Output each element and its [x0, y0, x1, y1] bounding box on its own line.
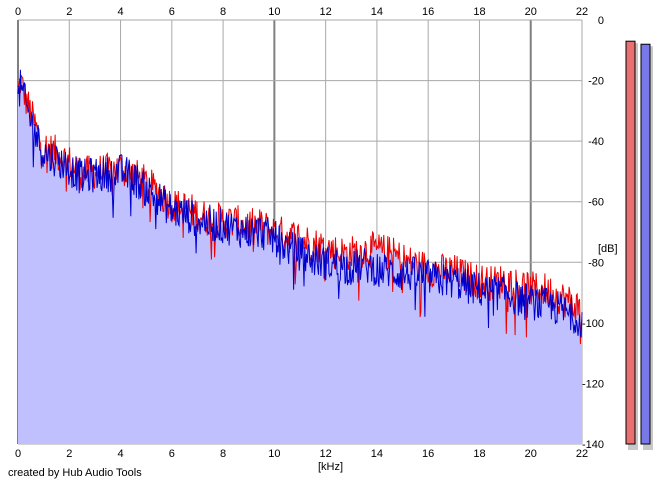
x-tick-label-top: 6: [169, 6, 175, 18]
level-meter-left: [625, 40, 636, 445]
x-tick-label-top: 20: [525, 6, 537, 18]
y-tick-label: -20: [588, 76, 604, 88]
tick-labels: 002244668810101212141416161818202022220-…: [15, 6, 604, 460]
level-meters: [625, 40, 653, 450]
x-tick-label-top: 2: [66, 6, 72, 18]
x-tick-label-top: 0: [15, 6, 21, 18]
level-meter-right: [640, 43, 651, 445]
x-tick-label-bottom: 8: [220, 448, 226, 460]
y-tick-label: -140: [582, 439, 604, 451]
y-tick-label: -40: [588, 136, 604, 148]
spectrum-series-line: [17, 69, 583, 338]
x-tick-label-bottom: 2: [66, 448, 72, 460]
x-tick-label-top: 10: [268, 6, 280, 18]
x-tick-label-bottom: 14: [371, 448, 383, 460]
y-tick-label: -100: [582, 318, 604, 330]
y-tick-label: -120: [582, 378, 604, 390]
x-axis-label: [kHz]: [318, 461, 343, 473]
x-tick-label-bottom: 0: [15, 448, 21, 460]
x-tick-label-bottom: 4: [117, 448, 123, 460]
x-tick-label-bottom: 16: [422, 448, 434, 460]
x-tick-label-bottom: 22: [576, 448, 588, 460]
x-tick-label-top: 8: [220, 6, 226, 18]
series-layer: [17, 69, 583, 345]
x-tick-label-top: 12: [320, 6, 332, 18]
x-tick-label-top: 22: [576, 6, 588, 18]
y-tick-label: -60: [588, 197, 604, 209]
y-tick-label: 0: [598, 15, 604, 27]
x-tick-label-top: 14: [371, 6, 383, 18]
x-tick-label-bottom: 10: [268, 448, 280, 460]
x-tick-label-bottom: 20: [525, 448, 537, 460]
y-tick-label: -80: [588, 257, 604, 269]
x-tick-label-bottom: 12: [320, 448, 332, 460]
credit-text: created by Hub Audio Tools: [8, 467, 142, 479]
x-tick-label-bottom: 6: [169, 448, 175, 460]
x-tick-label-top: 16: [422, 6, 434, 18]
x-tick-label-top: 4: [117, 6, 123, 18]
x-tick-label-bottom: 18: [473, 448, 485, 460]
y-axis-label: [dB]: [598, 243, 618, 255]
x-tick-label-top: 18: [473, 6, 485, 18]
